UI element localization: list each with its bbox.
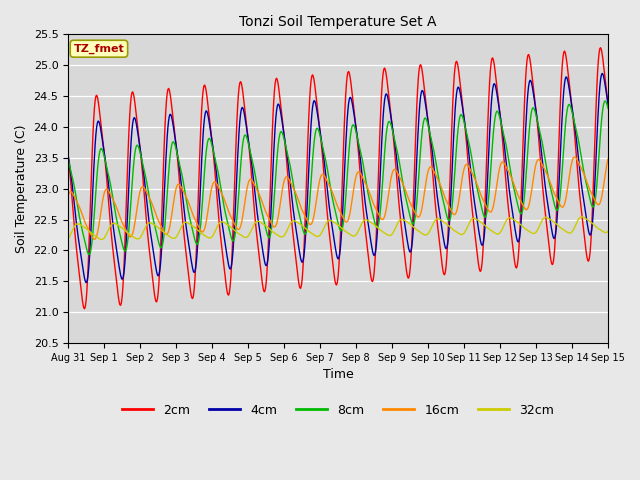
8cm: [207, 138, 214, 144]
16cm: [184, 197, 191, 203]
4cm: [64, 152, 72, 158]
Line: 16cm: 16cm: [68, 157, 608, 240]
32cm: [98, 237, 106, 242]
32cm: [604, 228, 612, 234]
8cm: [330, 204, 338, 210]
Text: TZ_fmet: TZ_fmet: [74, 44, 124, 54]
16cm: [436, 181, 444, 187]
2cm: [184, 262, 191, 268]
Title: Tonzi Soil Temperature Set A: Tonzi Soil Temperature Set A: [239, 15, 437, 29]
2cm: [330, 274, 338, 280]
32cm: [207, 235, 214, 240]
2cm: [556, 128, 563, 133]
16cm: [90, 237, 98, 242]
4cm: [383, 92, 390, 97]
4cm: [207, 129, 214, 134]
Line: 4cm: 4cm: [68, 73, 608, 283]
2cm: [596, 45, 604, 50]
Y-axis label: Soil Temperature (C): Soil Temperature (C): [15, 124, 28, 253]
8cm: [601, 98, 609, 104]
8cm: [436, 184, 444, 190]
8cm: [556, 200, 563, 205]
16cm: [330, 195, 338, 201]
2cm: [604, 102, 612, 108]
4cm: [184, 232, 191, 238]
8cm: [184, 204, 191, 209]
16cm: [383, 203, 390, 208]
Line: 2cm: 2cm: [68, 48, 608, 309]
16cm: [604, 156, 612, 162]
16cm: [207, 190, 214, 196]
32cm: [578, 214, 586, 220]
16cm: [556, 201, 563, 206]
32cm: [330, 220, 338, 226]
4cm: [330, 239, 338, 244]
2cm: [64, 153, 72, 158]
Line: 32cm: 32cm: [68, 217, 608, 240]
8cm: [383, 126, 390, 132]
X-axis label: Time: Time: [323, 368, 353, 381]
2cm: [81, 306, 88, 312]
2cm: [207, 126, 214, 132]
8cm: [85, 252, 93, 257]
4cm: [604, 101, 612, 107]
8cm: [64, 156, 72, 162]
32cm: [64, 236, 72, 241]
32cm: [556, 224, 563, 229]
32cm: [383, 231, 390, 237]
32cm: [436, 216, 444, 222]
16cm: [570, 154, 578, 160]
Legend: 2cm, 4cm, 8cm, 16cm, 32cm: 2cm, 4cm, 8cm, 16cm, 32cm: [117, 399, 559, 421]
4cm: [436, 214, 444, 219]
32cm: [184, 220, 191, 226]
2cm: [436, 245, 444, 251]
4cm: [83, 280, 90, 286]
Line: 8cm: 8cm: [68, 101, 608, 254]
16cm: [64, 193, 72, 199]
8cm: [604, 106, 612, 111]
4cm: [556, 174, 563, 180]
2cm: [383, 76, 390, 82]
4cm: [598, 71, 606, 76]
